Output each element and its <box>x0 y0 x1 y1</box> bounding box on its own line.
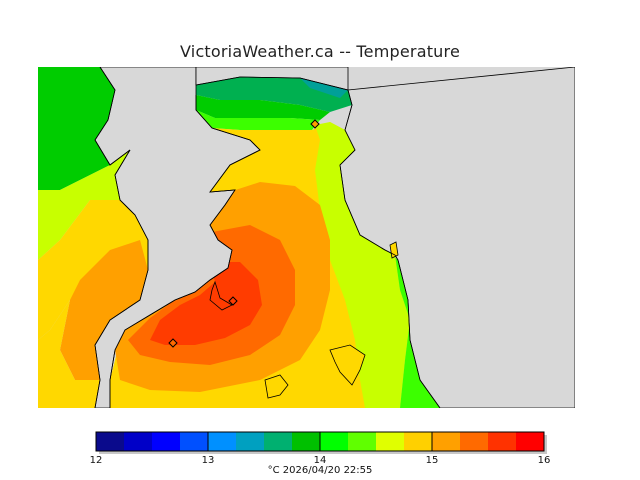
colorbar-swatch <box>516 432 544 451</box>
colorbar-swatch <box>320 432 348 451</box>
water-areas <box>94 67 575 408</box>
colorbar-swatch <box>292 432 320 451</box>
map-title: VictoriaWeather.ca -- Temperature <box>180 42 460 61</box>
station-marker <box>228 296 238 306</box>
island-east <box>329 344 366 386</box>
colorbar-swatch <box>488 432 516 451</box>
colorbar-caption: °C 2026/04/20 22:55 <box>267 465 373 476</box>
colorbar-swatch <box>264 432 292 451</box>
colorbar-swatch <box>348 432 376 451</box>
colorbar-tick-label: 13 <box>201 455 215 466</box>
colorbar-tick-label: 16 <box>537 455 551 466</box>
station-markers <box>168 119 320 348</box>
coastlines <box>94 67 441 408</box>
colorbar-swatch <box>208 432 236 451</box>
colorbar <box>95 431 547 454</box>
colorbar-swatch <box>236 432 264 451</box>
colorbar-swatch <box>376 432 404 451</box>
colorbar-swatch <box>404 432 432 451</box>
colorbar-tick-label: 15 <box>425 455 439 466</box>
colorbar-swatch <box>432 432 460 451</box>
colorbar-swatch <box>180 432 208 451</box>
east-temperature-field <box>110 77 440 408</box>
island-south <box>264 374 289 399</box>
west-temperature-field <box>38 67 150 408</box>
colorbar-swatch <box>96 432 124 451</box>
colorbar-tick-label: 12 <box>89 455 103 466</box>
colorbar-tick-label: 14 <box>313 455 327 466</box>
colorbar-swatch <box>124 432 152 451</box>
colorbar-swatch <box>460 432 488 451</box>
station-marker <box>310 119 320 129</box>
station-marker <box>168 338 178 348</box>
island-inlet <box>389 241 399 259</box>
colorbar-swatch <box>152 432 180 451</box>
